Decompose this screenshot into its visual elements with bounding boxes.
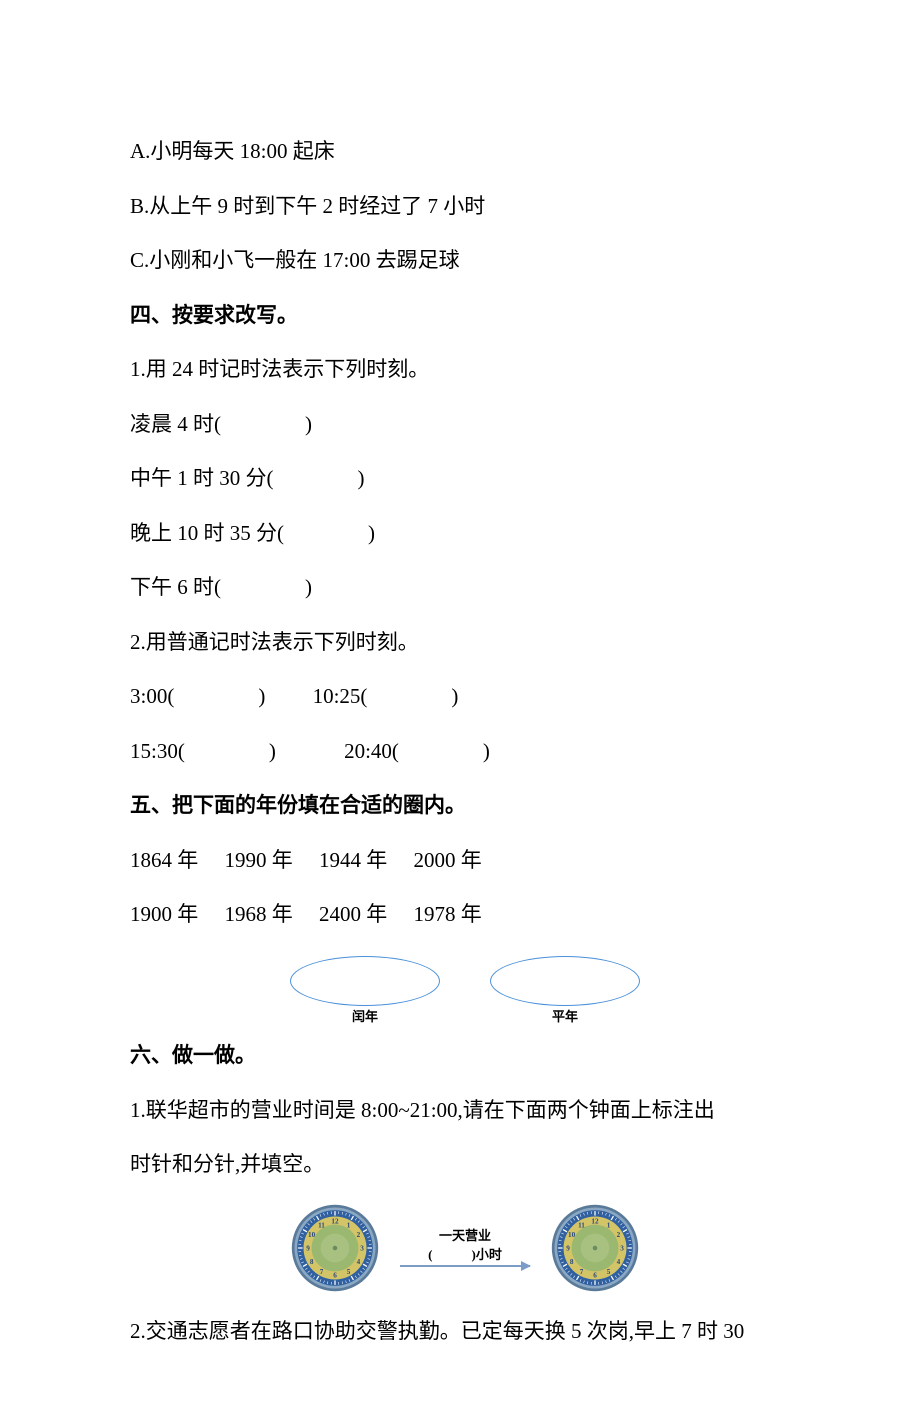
- svg-text:10: 10: [308, 1231, 316, 1239]
- s4-q2-prompt: 2.用普通记时法表示下列时刻。: [130, 616, 800, 669]
- ellipse-common: [490, 956, 640, 1006]
- svg-text:8: 8: [310, 1258, 314, 1266]
- arrow-text-bottom: ( )小时: [428, 1247, 502, 1264]
- ellipse-leap: [290, 956, 440, 1006]
- ellipse-leap-group: 闰年: [290, 956, 440, 1025]
- svg-text:3: 3: [360, 1244, 364, 1252]
- s4-q2-row2: 15:30( ) 20:40( ): [130, 725, 800, 778]
- section-5-title: 五、把下面的年份填在合适的圈内。: [130, 779, 800, 832]
- s4-q1-item-3: 晚上 10 时 35 分( ): [130, 507, 800, 560]
- svg-text:6: 6: [593, 1271, 597, 1279]
- svg-text:10: 10: [568, 1231, 576, 1239]
- svg-text:5: 5: [347, 1268, 351, 1276]
- s6-q2-line1: 2.交通志愿者在路口协助交警执勤。已定每天换 5 次岗,早上 7 时 30: [130, 1305, 800, 1358]
- arrow-group: 一天营业 ( )小时: [400, 1228, 530, 1268]
- label-leap: 闰年: [352, 1009, 378, 1025]
- svg-text:2: 2: [357, 1231, 361, 1239]
- svg-text:3: 3: [620, 1244, 624, 1252]
- section-6-title: 六、做一做。: [130, 1029, 800, 1082]
- s4-q1-prompt: 1.用 24 时记时法表示下列时刻。: [130, 343, 800, 396]
- s4-q2-row1: 3:00( ) 10:25( ): [130, 670, 800, 723]
- svg-text:9: 9: [306, 1244, 310, 1252]
- label-common: 平年: [552, 1009, 578, 1025]
- s6-q1-line1: 1.联华超市的营业时间是 8:00~21:00,请在下面两个钟面上标注出: [130, 1084, 800, 1137]
- clock-right: 12 12 3 45 6 789 1011: [550, 1203, 640, 1293]
- s5-years-row2: 1900 年 1968 年 2400 年 1978 年: [130, 888, 800, 941]
- svg-text:1: 1: [607, 1221, 611, 1229]
- s4-q1-item-4: 下午 6 时( ): [130, 561, 800, 614]
- s5-years-row1: 1864 年 1990 年 1944 年 2000 年: [130, 834, 800, 887]
- ellipse-common-group: 平年: [490, 956, 640, 1025]
- svg-text:6: 6: [333, 1271, 337, 1279]
- clock-left: 12 12 3 45 6 789 1011: [290, 1203, 380, 1293]
- s4-q1-item-1: 凌晨 4 时( ): [130, 398, 800, 451]
- arrow-line-icon: [400, 1265, 530, 1267]
- s6-q1-line2: 时针和分针,并填空。: [130, 1138, 800, 1191]
- svg-text:4: 4: [357, 1258, 361, 1266]
- svg-text:12: 12: [331, 1217, 339, 1225]
- option-c: C.小刚和小飞一般在 17:00 去踢足球: [130, 234, 800, 287]
- svg-text:4: 4: [617, 1258, 621, 1266]
- svg-text:7: 7: [580, 1268, 584, 1276]
- svg-text:8: 8: [570, 1258, 574, 1266]
- s4-q1-item-2: 中午 1 时 30 分( ): [130, 452, 800, 505]
- svg-text:5: 5: [607, 1268, 611, 1276]
- clock-row: 121234567891011 一天营业 ( )小时 1212345678910…: [130, 1203, 800, 1293]
- svg-text:2: 2: [617, 1231, 621, 1239]
- svg-text:11: 11: [318, 1221, 325, 1229]
- svg-text:12: 12: [591, 1217, 599, 1225]
- svg-text:1: 1: [347, 1221, 351, 1229]
- svg-text:7: 7: [320, 1268, 324, 1276]
- section-4-title: 四、按要求改写。: [130, 289, 800, 342]
- svg-text:11: 11: [578, 1221, 585, 1229]
- option-a: A.小明每天 18:00 起床: [130, 125, 800, 178]
- svg-text:9: 9: [566, 1244, 570, 1252]
- ellipse-container: 闰年 平年: [130, 956, 800, 1025]
- arrow-text-top: 一天营业: [439, 1228, 491, 1245]
- option-b: B.从上午 9 时到下午 2 时经过了 7 小时: [130, 180, 800, 233]
